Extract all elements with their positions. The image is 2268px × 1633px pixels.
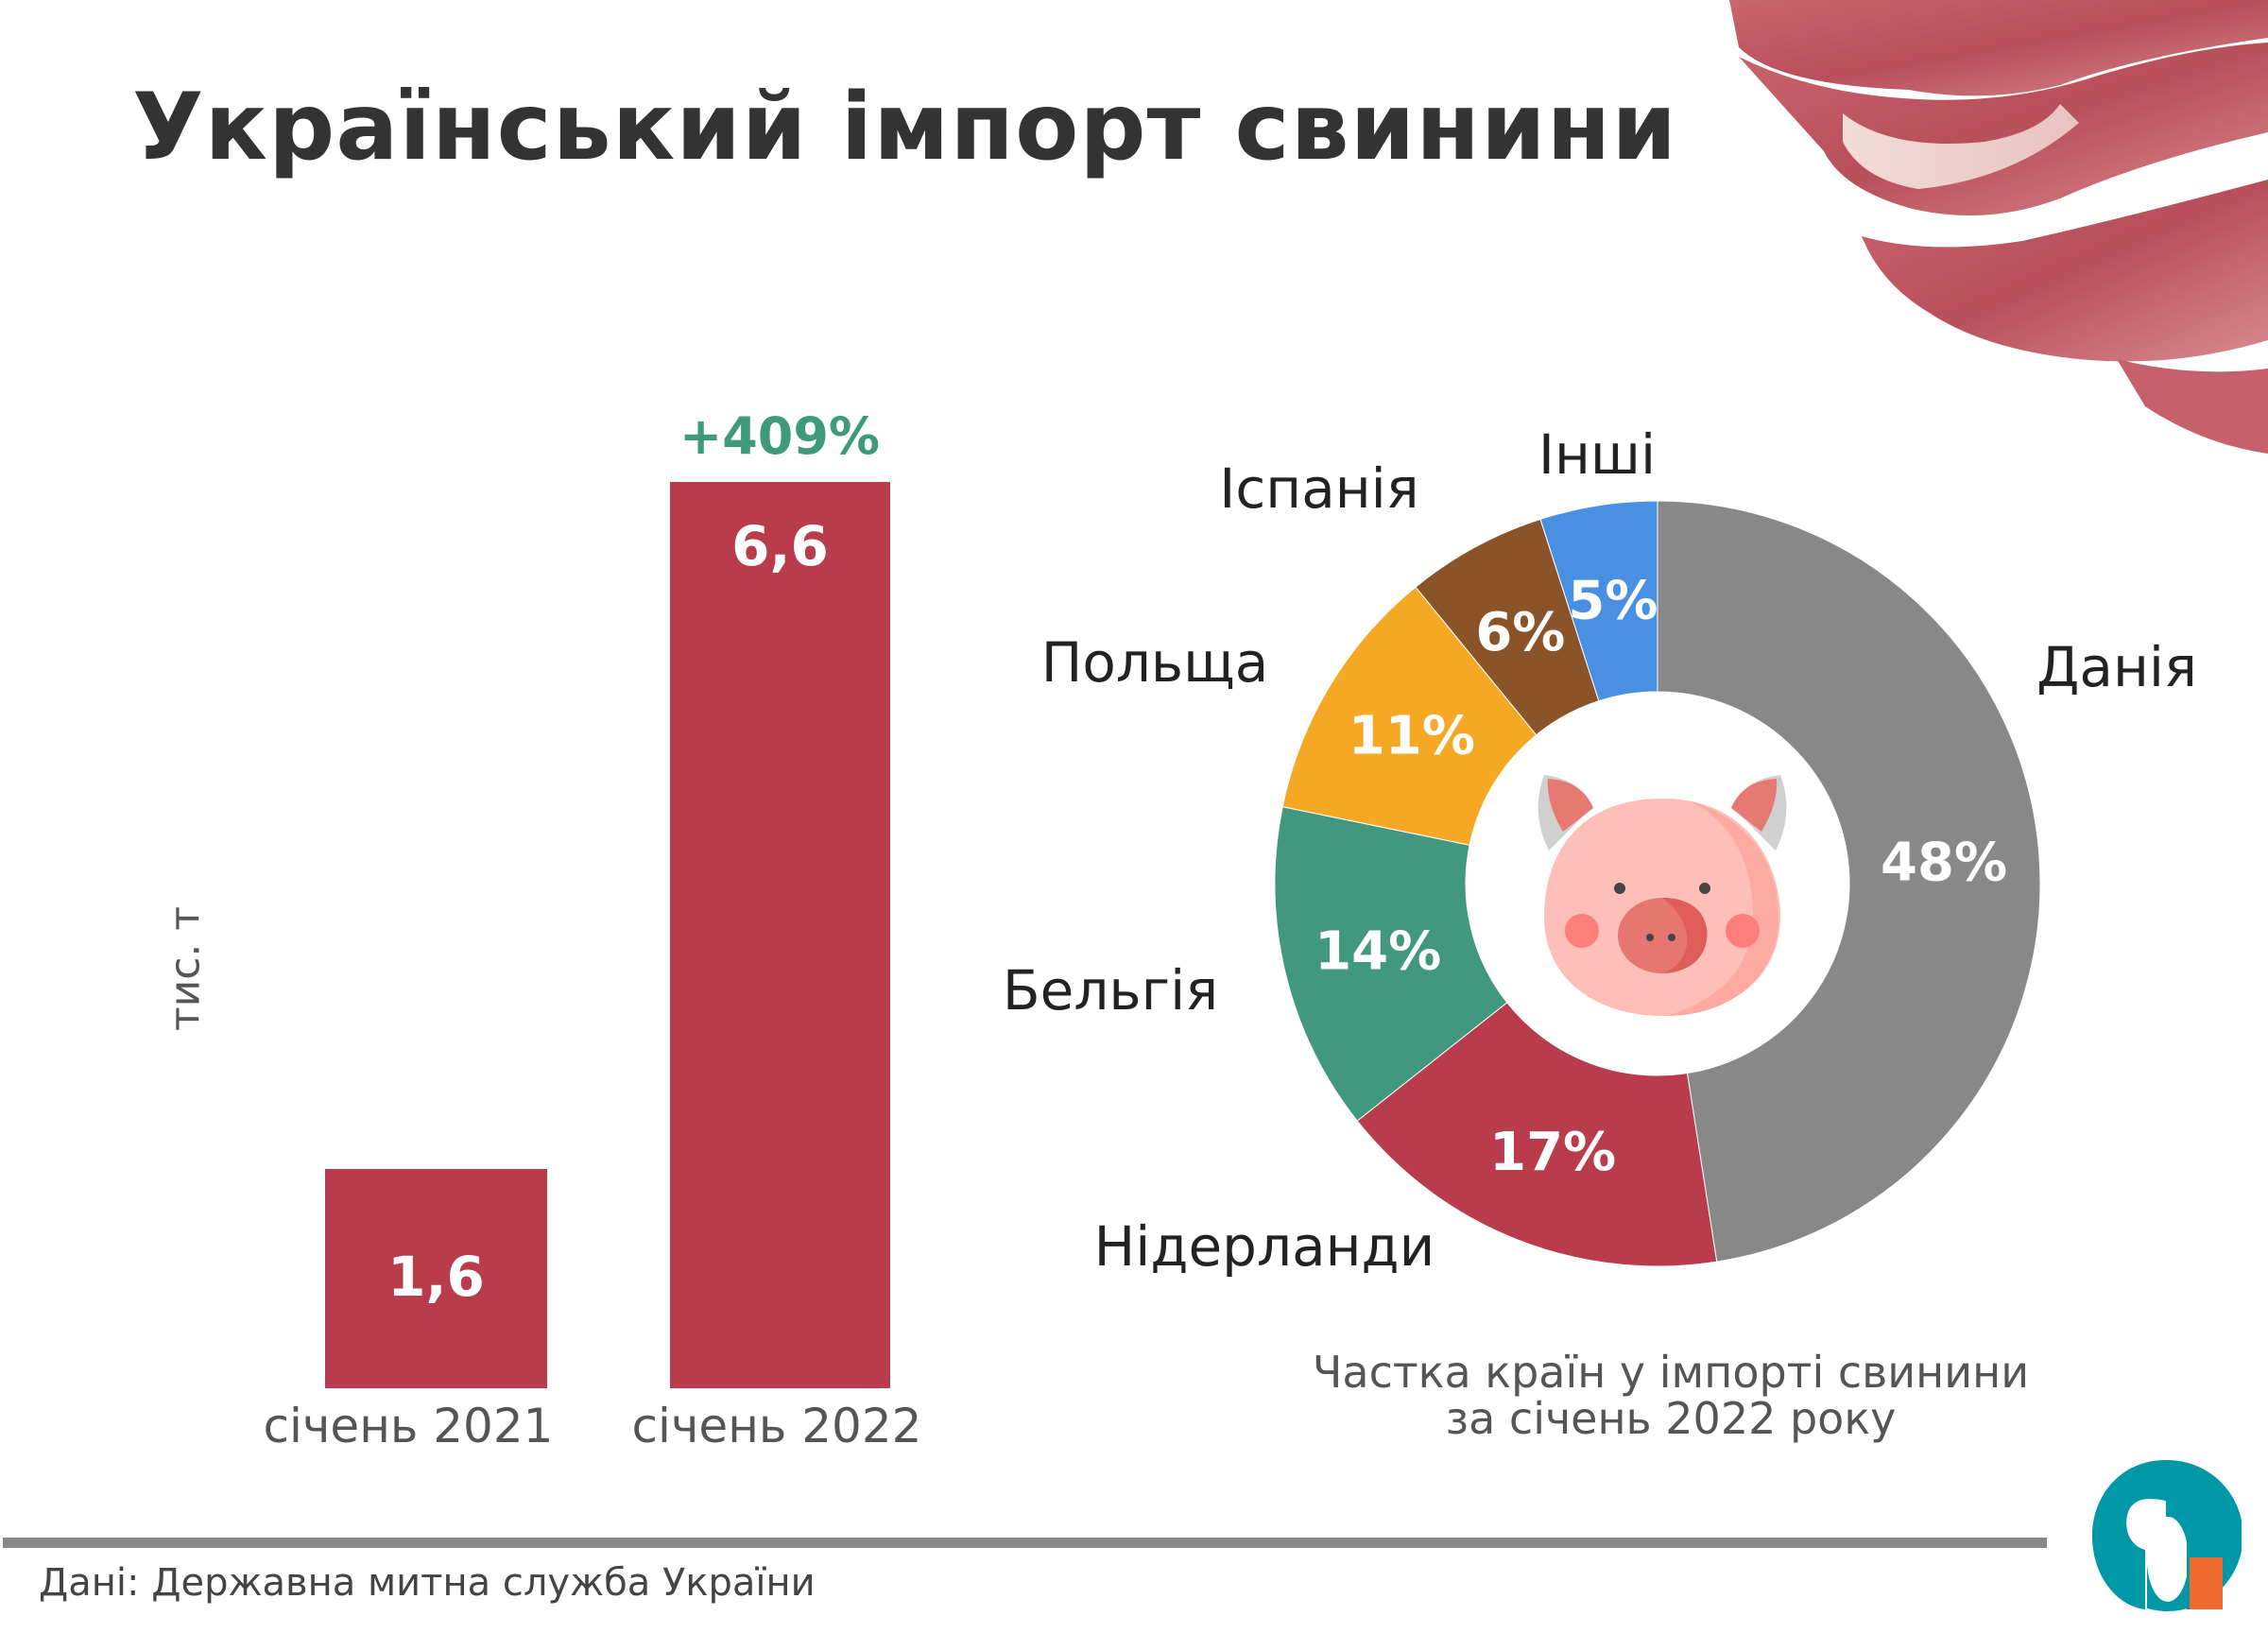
donut-value-label: 6% — [1475, 602, 1565, 663]
slice-label-spain: Іспанія — [1219, 456, 1419, 521]
donut-value-label: 17% — [1489, 1122, 1616, 1183]
bar-value-label: 1,6 — [387, 1244, 485, 1309]
x-tick-label: січень 2022 — [631, 1399, 922, 1453]
footer-divider — [3, 1538, 2047, 1548]
donut-slice-0 — [1657, 500, 2041, 1263]
slice-label-belgium: Бельгія — [1002, 958, 1219, 1023]
pig-face-icon — [1538, 775, 1787, 1016]
bar-jan-2022: 6,6 — [670, 482, 890, 1388]
brand-logo-icon — [2092, 1460, 2242, 1611]
donut-caption-line1: Частка країн у імпорті свинини — [1312, 1347, 2030, 1398]
source-note: Дані: Державна митна служба України — [39, 1561, 816, 1605]
donut-slice-1 — [1356, 1002, 1718, 1267]
bar-jan-2021: 1,6 — [325, 1168, 547, 1388]
slice-label-denmark: Данія — [2036, 635, 2197, 699]
donut-value-label: 48% — [1881, 832, 2007, 893]
donut-value-label: 5% — [1568, 571, 1658, 632]
donut-slice-3 — [1281, 586, 1538, 846]
donut-slice-2 — [1274, 806, 1508, 1122]
meat-photo — [1729, 0, 2268, 454]
slice-label-others: Інші — [1538, 422, 1657, 487]
donut-value-label: 11% — [1349, 706, 1475, 767]
page-title: Український імпорт свинини — [132, 74, 1678, 181]
x-tick-label: січень 2021 — [263, 1399, 554, 1453]
change-annotation: +409% — [679, 406, 881, 466]
donut-caption-line2: за січень 2022 року — [1445, 1393, 1897, 1444]
bar-value-label: 6,6 — [731, 514, 829, 578]
donut-value-label: 14% — [1314, 920, 1441, 982]
donut-slice-5 — [1539, 500, 1658, 702]
slice-label-poland: Польща — [1040, 630, 1269, 695]
slice-label-netherlands: Нідерланди — [1093, 1214, 1435, 1279]
